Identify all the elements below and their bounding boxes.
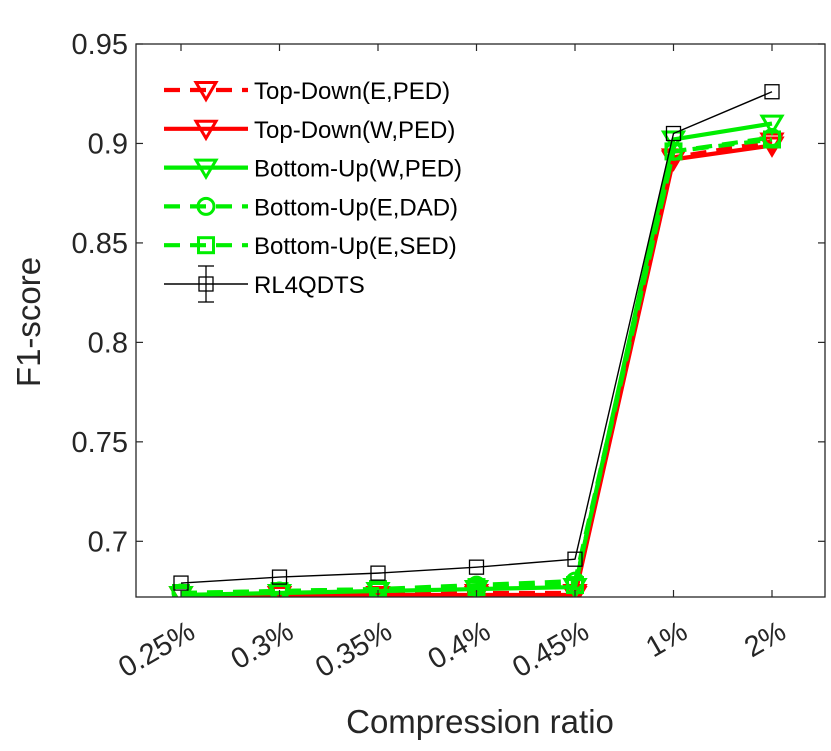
legend-label: Bottom-Up(E,SED) (254, 233, 457, 260)
legend-entry: Top-Down(W,PED) (164, 117, 455, 144)
data-point (370, 565, 386, 581)
series-RL4QDTS (173, 84, 780, 591)
y-tick-label: 0.8 (88, 327, 128, 359)
data-point (759, 114, 785, 137)
series-layer (168, 84, 785, 597)
data-point (468, 559, 485, 575)
y-tick-label: 0.9 (88, 128, 128, 160)
data-point (168, 586, 194, 597)
x-axis-title: Compression ratio (346, 703, 614, 740)
y-tick-label: 0.85 (72, 228, 128, 260)
data-point (172, 584, 190, 597)
series-line (180, 91, 773, 584)
legend-marker (193, 119, 219, 142)
series-line (180, 137, 773, 596)
data-point (665, 125, 682, 142)
legend: Top-Down(E,PED) Top-Down(W,PED) Bottom-Up(… (164, 78, 462, 303)
legend-marker (197, 236, 215, 255)
legend-marker (198, 276, 214, 292)
legend-label: Top-Down(W,PED) (254, 117, 455, 144)
data-point (266, 584, 293, 597)
y-axis-title: F1-score (10, 257, 47, 387)
data-point (567, 551, 583, 567)
y-tick-label: 0.95 (72, 29, 128, 61)
legend-entry: Bottom-Up(E,DAD) (164, 194, 458, 221)
legend-label: Bottom-Up(E,DAD) (254, 194, 458, 221)
legend-marker (193, 81, 219, 103)
legend-entry: Bottom-Up(E,SED) (164, 233, 457, 260)
legend-label: RL4QDTS (254, 272, 365, 299)
legend-marker (196, 196, 216, 216)
plot-frame (135, 43, 826, 598)
data-point (764, 84, 780, 100)
legend-entry: Top-Down(E,PED) (164, 78, 450, 105)
data-point (365, 582, 391, 597)
y-tick-label: 0.75 (72, 427, 128, 459)
data-point (664, 142, 683, 161)
data-point (271, 569, 288, 585)
legend-marker (193, 158, 219, 181)
data-point (763, 130, 781, 149)
legend-entry: Bottom-Up(W,PED) (164, 156, 462, 183)
y-tick-label: 0.7 (88, 526, 128, 558)
legend-label: Bottom-Up(W,PED) (254, 156, 462, 183)
legend-label: Top-Down(E,PED) (254, 78, 450, 105)
legend-entry: RL4QDTS (164, 265, 365, 303)
